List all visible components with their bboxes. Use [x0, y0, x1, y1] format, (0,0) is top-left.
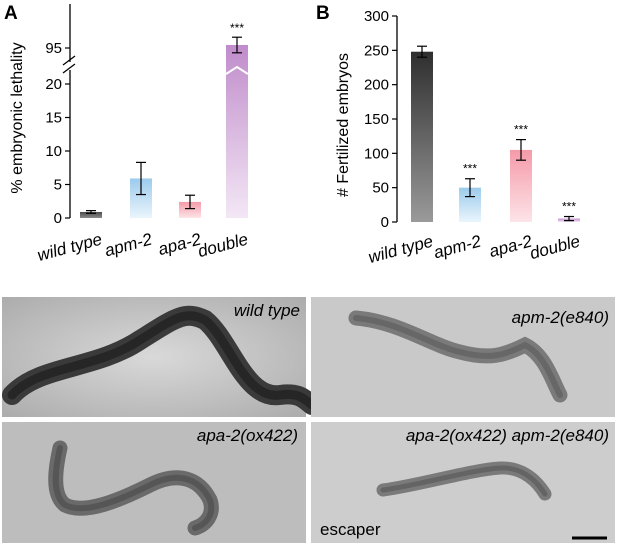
micrograph-apm-2: apm-2(e840): [311, 297, 615, 417]
y-axis-label: % embryonic lethality: [9, 42, 26, 193]
micrograph-label: apa-2(ox422): [197, 426, 298, 445]
axis-break-mark: [62, 55, 76, 66]
x-tick-label: apm-2: [103, 229, 155, 260]
axis-break-mark: [62, 63, 76, 74]
x-tick-label: wild type: [35, 230, 104, 265]
micrograph-label: apa-2(ox422) apm-2(e840): [406, 426, 609, 445]
y-tick-label: 0: [54, 210, 62, 227]
panel-a-letter: A: [4, 3, 18, 24]
micrograph-label: wild type: [234, 301, 300, 320]
y-tick-label: 250: [364, 42, 389, 59]
micrograph-apa-2: apa-2(ox422): [2, 422, 306, 543]
chart-a: 0 5 10 15 20 95 % embryonic lethality wild type…: [9, 4, 250, 265]
bar: [179, 201, 201, 218]
x-tick-label: double: [528, 232, 582, 264]
bar-break-mark: [225, 65, 249, 75]
x-tick-label: double: [196, 230, 250, 262]
significance-label: ***: [463, 162, 477, 176]
bar: [459, 187, 481, 222]
significance-label: ***: [230, 21, 244, 35]
y-tick-label: 150: [364, 111, 389, 128]
micrograph-wild-type: wild type: [2, 297, 322, 417]
y-tick-label: 300: [364, 8, 389, 25]
panel-b-letter: B: [316, 3, 330, 24]
x-tick-label: apm-2: [432, 231, 484, 262]
y-tick-label: 95: [45, 40, 62, 57]
micrograph-double-escaper: apa-2(ox422) apm-2(e840) escaper: [311, 422, 615, 543]
y-tick-label: 10: [45, 143, 62, 160]
bar: [411, 51, 433, 222]
y-tick-label: 5: [54, 177, 62, 194]
bar: [130, 178, 152, 218]
micrograph-label: apm-2(e840): [512, 308, 609, 327]
bar: [226, 45, 248, 218]
y-tick-label: 50: [372, 180, 389, 197]
significance-label: ***: [562, 200, 576, 214]
y-tick-label: 15: [45, 110, 62, 127]
y-tick-label: 100: [364, 145, 389, 162]
y-tick-label: 200: [364, 77, 389, 94]
bar: [80, 211, 102, 218]
escaper-label: escaper: [320, 520, 381, 539]
chart-b: 0 50 100 150 200 250 300 # Fertilized embryos wi…: [335, 8, 582, 267]
bar: [510, 149, 532, 222]
y-tick-label: 0: [381, 214, 389, 231]
significance-label: ***: [514, 123, 528, 137]
x-tick-label: wild type: [366, 232, 435, 267]
y-tick-label: 20: [45, 76, 62, 93]
y-axis-label: # Fertilized embryos: [335, 53, 352, 197]
